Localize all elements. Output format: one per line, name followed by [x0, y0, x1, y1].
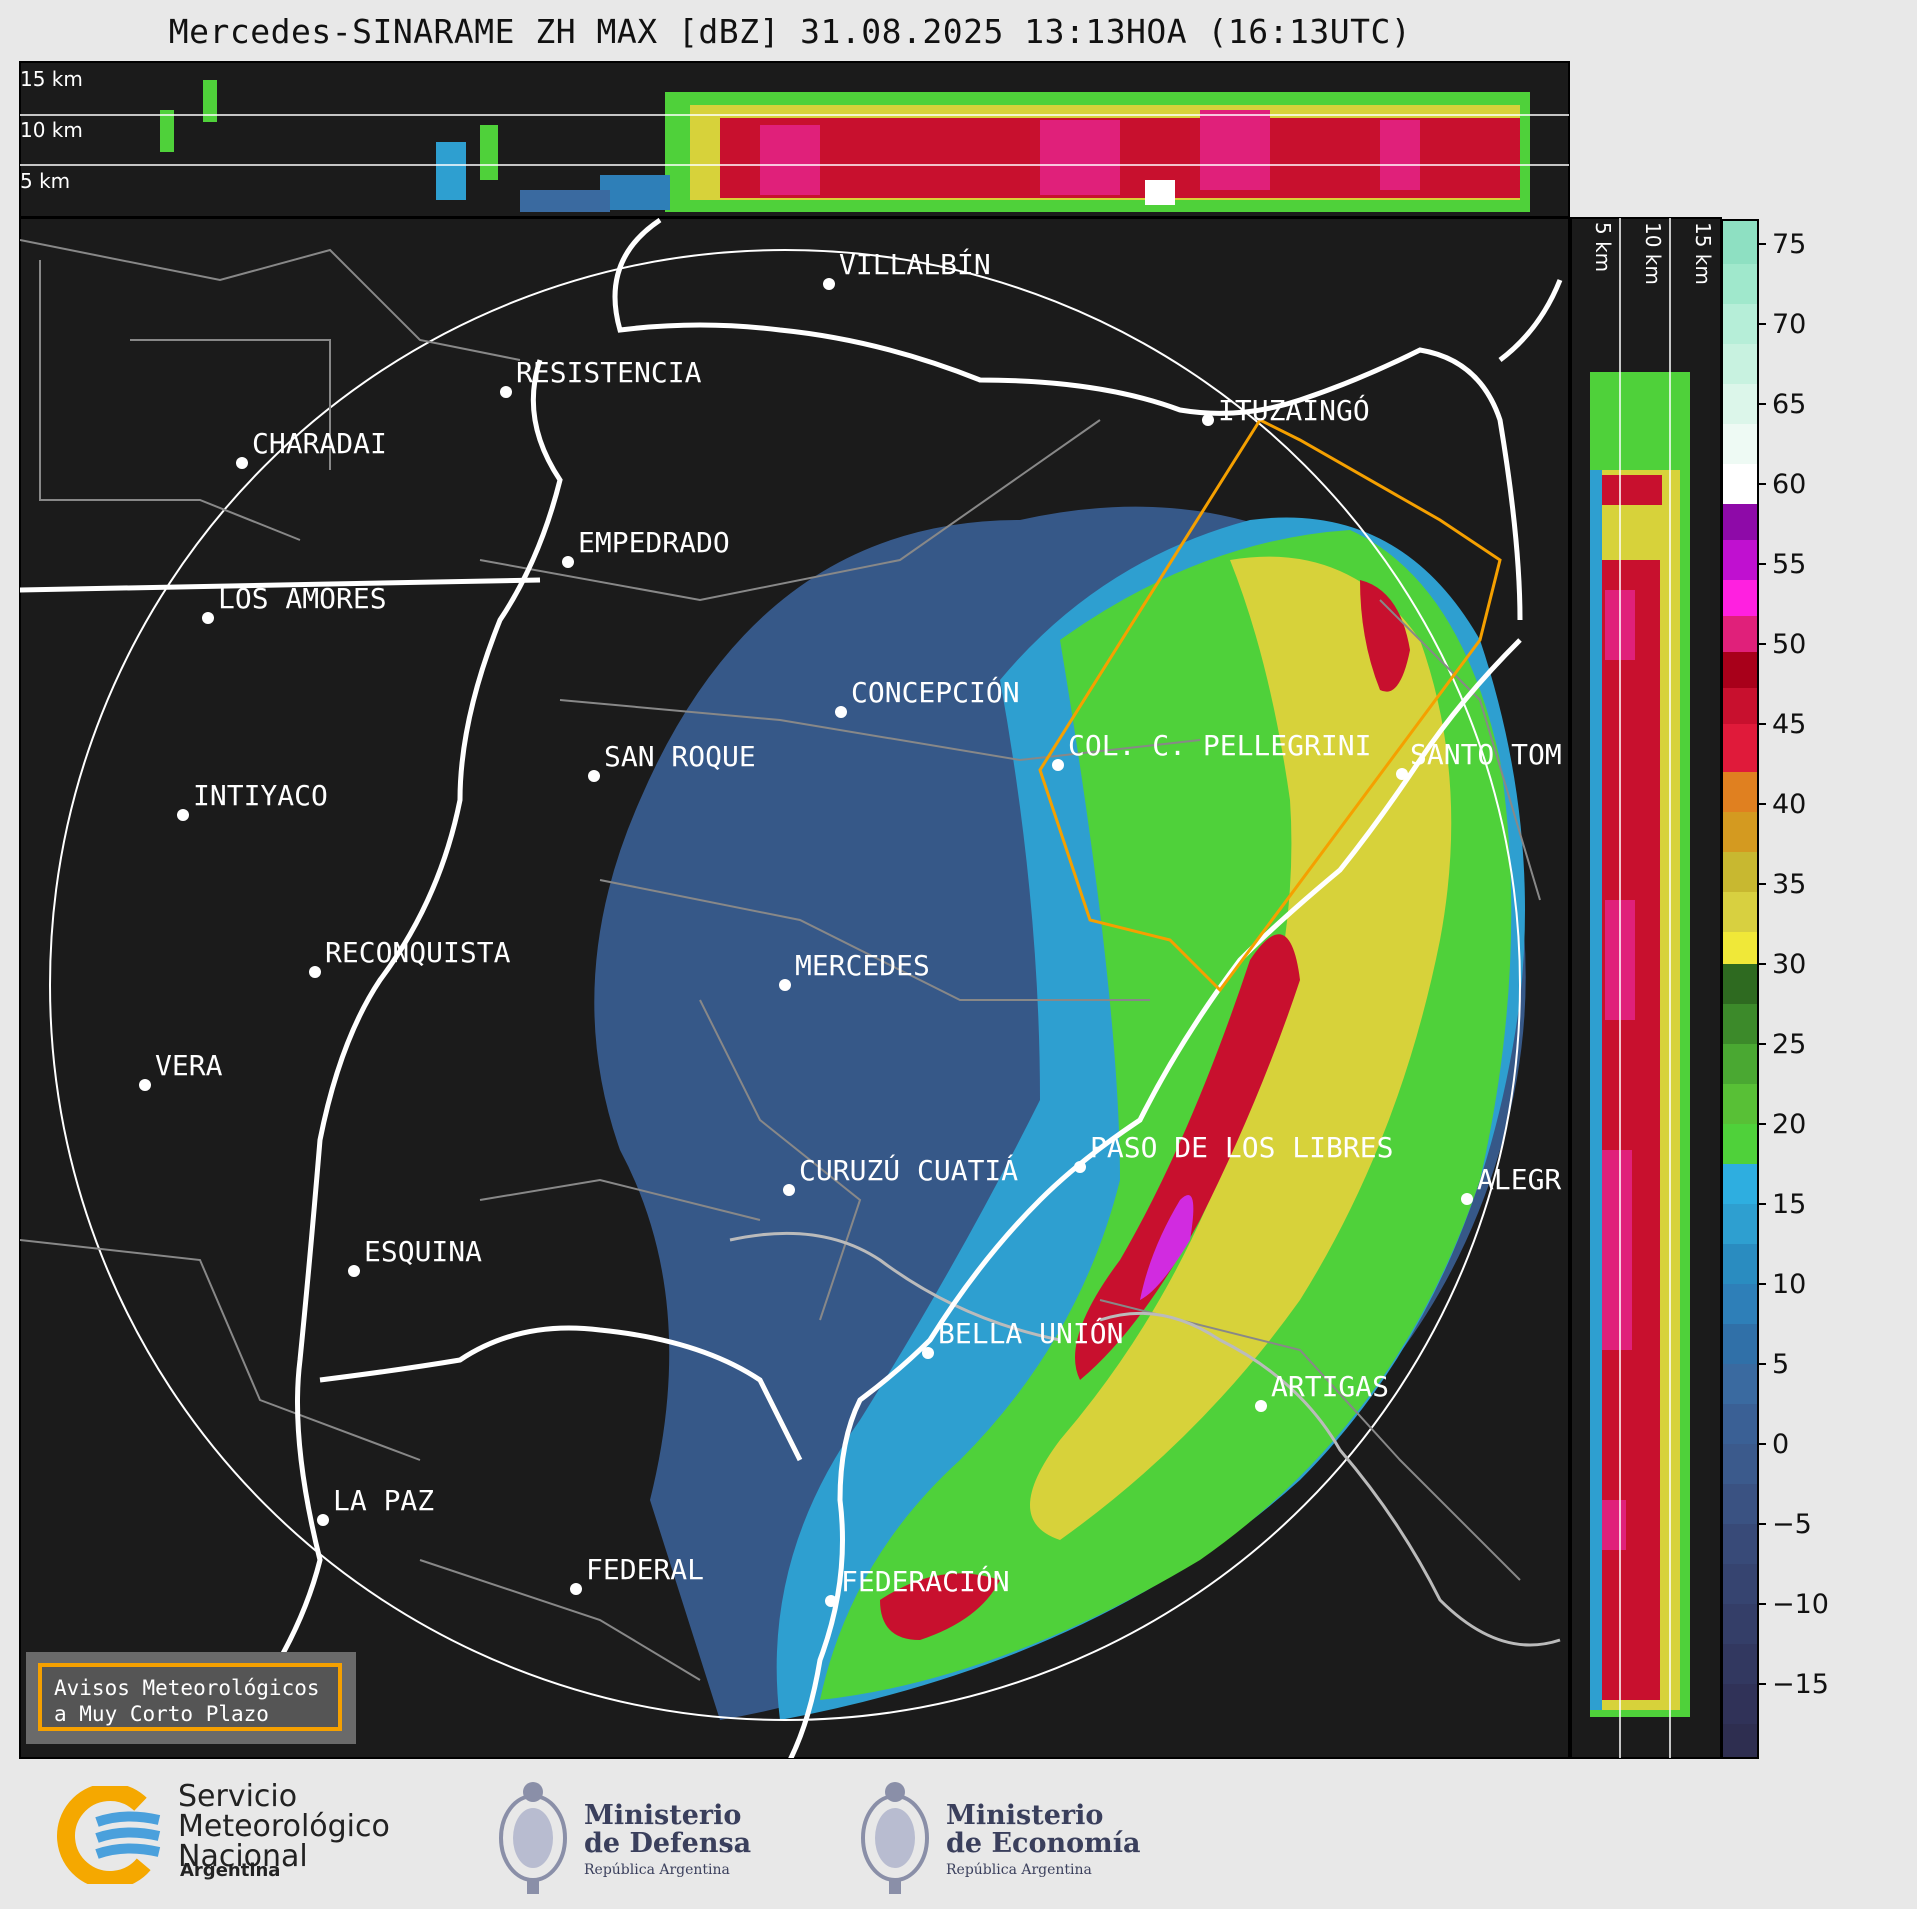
- economia-sub: República Argentina: [946, 1862, 1092, 1878]
- city-resistencia: RESISTENCIA: [500, 356, 702, 398]
- side-height-label-5: 5 km: [1591, 222, 1615, 272]
- city-ituzaingo: ITUZAINGÓ: [1202, 393, 1370, 427]
- svg-text:SAN ROQUE: SAN ROQUE: [604, 740, 756, 773]
- top-height-label-5: 5 km: [20, 169, 70, 193]
- defensa-line-2: de Defensa: [584, 1828, 752, 1859]
- colorbar-tick-label: 30: [1772, 949, 1806, 980]
- svg-text:RESISTENCIA: RESISTENCIA: [516, 356, 702, 389]
- side-height-profile: 5 km 10 km 15 km: [1570, 217, 1722, 1759]
- colorbar-tick-label: 55: [1772, 549, 1806, 580]
- colorbar-tick-label: 10: [1772, 1269, 1806, 1300]
- svg-text:CONCEPCIÓN: CONCEPCIÓN: [851, 675, 1020, 709]
- city-paso-de-los-libres: PASO DE LOS LIBRES: [1074, 1131, 1393, 1173]
- colorbar-tick-label: 25: [1772, 1029, 1806, 1060]
- svg-text:ALEGR: ALEGR: [1477, 1163, 1561, 1196]
- defensa-coat-of-arms-icon: [499, 1782, 567, 1894]
- colorbar-tick-label: 0: [1772, 1429, 1789, 1460]
- side-height-label-10: 10 km: [1641, 222, 1665, 285]
- svg-text:LA PAZ: LA PAZ: [333, 1484, 434, 1517]
- colorbar-tick-label: 15: [1772, 1189, 1806, 1220]
- city-federal: FEDERAL: [570, 1553, 704, 1595]
- svg-text:VILLALBÍN: VILLALBÍN: [839, 247, 991, 281]
- city-alegrete: ALEGR: [1461, 1163, 1561, 1205]
- smn-logo-icon: [57, 1786, 163, 1884]
- aviso-line-1: Avisos Meteorológicos: [54, 1676, 320, 1700]
- colorbar-tick-label: 5: [1772, 1349, 1789, 1380]
- top-height-label-10: 10 km: [20, 118, 83, 142]
- city-markers: VILLALBÍN RESISTENCIA CHARADAI EMPEDRADO…: [139, 247, 1562, 1607]
- map-title: Mercedes-SINARAME ZH MAX [dBZ] 31.08.202…: [168, 12, 1412, 51]
- svg-text:BELLA UNIÓN: BELLA UNIÓN: [938, 1316, 1123, 1350]
- colorbar-tick-label: 70: [1772, 309, 1806, 340]
- defensa-logo-name: Ministerio de Defensa: [584, 1802, 751, 1858]
- city-la-paz: LA PAZ: [317, 1484, 434, 1526]
- city-reconquista: RECONQUISTA: [309, 936, 511, 978]
- aviso-badge[interactable]: Avisos Meteorológicos a Muy Corto Plazo: [38, 1663, 342, 1731]
- economia-line-2: de Economía: [946, 1828, 1141, 1859]
- svg-text:RECONQUISTA: RECONQUISTA: [325, 936, 511, 969]
- svg-text:SANTO TOM: SANTO TOM: [1410, 738, 1562, 771]
- economia-line-1: Ministerio: [946, 1800, 1104, 1831]
- svg-text:FEDERAL: FEDERAL: [586, 1553, 704, 1586]
- svg-text:FEDERACIÓN: FEDERACIÓN: [841, 1564, 1010, 1598]
- colorbar-tick-label: 20: [1772, 1109, 1806, 1140]
- city-artigas: ARTIGAS: [1255, 1370, 1389, 1412]
- colorbar-tick-label: 45: [1772, 709, 1806, 740]
- city-los-amores: LOS AMORES: [202, 582, 387, 624]
- smn-line-2: Meteorológico: [178, 1809, 390, 1844]
- defensa-sub: República Argentina: [584, 1862, 730, 1878]
- colorbar-tick-label: 40: [1772, 789, 1806, 820]
- svg-text:ITUZAINGÓ: ITUZAINGÓ: [1218, 393, 1370, 427]
- smn-country: Argentina: [180, 1860, 281, 1881]
- svg-text:CHARADAI: CHARADAI: [252, 427, 387, 460]
- smn-line-1: Servicio: [178, 1779, 298, 1814]
- city-bella-union: BELLA UNIÓN: [922, 1316, 1123, 1359]
- city-charadai: CHARADAI: [236, 427, 387, 469]
- svg-text:CURUZÚ CUATIÁ: CURUZÚ CUATIÁ: [799, 1153, 1018, 1187]
- colorbar-tick-label: 75: [1772, 229, 1806, 260]
- defensa-line-1: Ministerio: [584, 1800, 742, 1831]
- city-mercedes: MERCEDES: [779, 949, 930, 991]
- colorbar-tick-label: 65: [1772, 389, 1806, 420]
- svg-text:VERA: VERA: [155, 1049, 223, 1082]
- city-san-roque: SAN ROQUE: [588, 740, 756, 782]
- colorbar-tick-label: 60: [1772, 469, 1806, 500]
- svg-text:ESQUINA: ESQUINA: [364, 1235, 482, 1268]
- economia-coat-of-arms-icon: [861, 1782, 929, 1894]
- city-esquina: ESQUINA: [348, 1235, 482, 1277]
- colorbar-tick-label: −5: [1772, 1509, 1812, 1540]
- city-col-c-pellegrini: COL. C. PELLEGRINI: [1052, 729, 1371, 771]
- top-height-label-15: 15 km: [20, 67, 83, 91]
- smn-logo-name: Servicio Meteorológico Nacional: [178, 1782, 390, 1872]
- city-empedrado: EMPEDRADO: [562, 526, 730, 568]
- economia-logo-name: Ministerio de Economía: [946, 1802, 1140, 1858]
- svg-text:PASO DE LOS LIBRES: PASO DE LOS LIBRES: [1090, 1131, 1393, 1164]
- city-federacion: FEDERACIÓN: [825, 1564, 1010, 1607]
- city-concepcion: CONCEPCIÓN: [835, 675, 1020, 718]
- colorbar-tick-label: 50: [1772, 629, 1806, 660]
- svg-text:EMPEDRADO: EMPEDRADO: [578, 526, 730, 559]
- city-villalbin: VILLALBÍN: [823, 247, 991, 290]
- city-vera: VERA: [139, 1049, 223, 1091]
- aviso-line-2: a Muy Corto Plazo: [54, 1702, 269, 1726]
- svg-text:LOS AMORES: LOS AMORES: [218, 582, 387, 615]
- svg-text:ARTIGAS: ARTIGAS: [1271, 1370, 1389, 1403]
- city-curuzu-cuatia: CURUZÚ CUATIÁ: [783, 1153, 1018, 1196]
- svg-text:COL. C. PELLEGRINI: COL. C. PELLEGRINI: [1068, 729, 1371, 762]
- colorbar-tick-label: −15: [1772, 1669, 1829, 1700]
- colorbar-tick-label: −10: [1772, 1589, 1829, 1620]
- city-santo-tome: SANTO TOM: [1396, 738, 1562, 780]
- colorbar-tick-label: 35: [1772, 869, 1806, 900]
- city-intiyaco: INTIYACO: [177, 779, 328, 821]
- svg-text:MERCEDES: MERCEDES: [795, 949, 930, 982]
- smn-line-3: Nacional: [178, 1839, 308, 1874]
- radar-map: VILLALBÍN RESISTENCIA CHARADAI EMPEDRADO…: [19, 217, 1570, 1759]
- side-height-label-15: 15 km: [1691, 222, 1715, 285]
- top-height-profile: 15 km 10 km 5 km: [19, 61, 1570, 218]
- svg-text:INTIYACO: INTIYACO: [193, 779, 328, 812]
